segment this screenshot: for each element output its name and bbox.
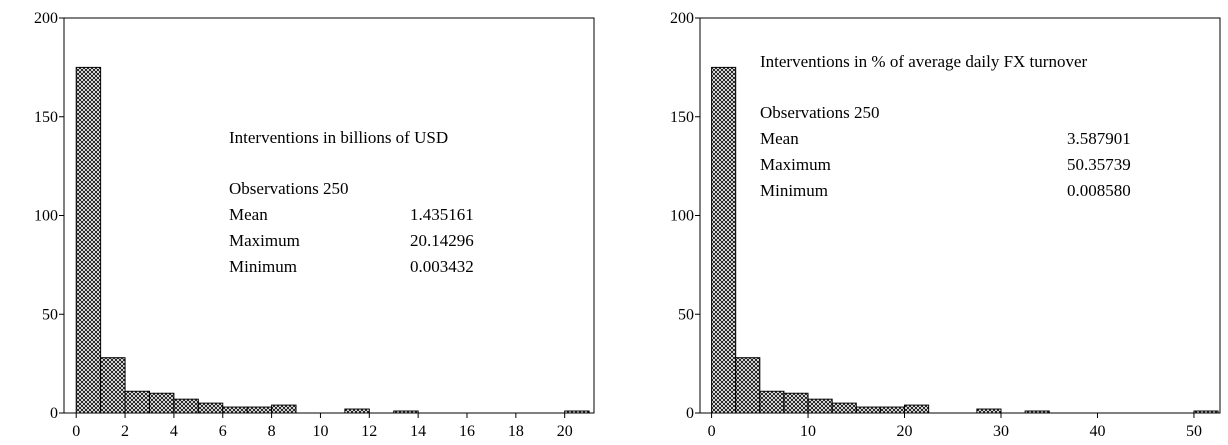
- histogram-bar: [783, 392, 809, 414]
- histogram-bar: [271, 404, 297, 414]
- histogram-bar: [855, 406, 881, 414]
- histogram-bar: [148, 392, 175, 414]
- x-tick-label: 2: [121, 423, 129, 440]
- annotation-heading: Interventions in billions of USD: [229, 128, 448, 147]
- histogram-bar: [976, 408, 1002, 414]
- x-tick-label: 0: [72, 423, 80, 440]
- y-tick-label: 0: [686, 405, 694, 422]
- histogram-bar: [124, 390, 150, 414]
- stat-mean-label: Mean: [760, 129, 799, 148]
- x-tick-label: 50: [1186, 423, 1202, 440]
- y-axis: 0 50 100 150 200: [670, 10, 700, 422]
- x-tick-label: 10: [312, 423, 328, 440]
- histogram-bar: [100, 357, 126, 414]
- histogram-bar: [564, 410, 590, 414]
- x-tick-label: 8: [268, 423, 276, 440]
- x-tick-label: 14: [410, 423, 426, 440]
- histogram-bars: [75, 66, 590, 414]
- stats-annotation: Interventions in billions of USD Observa…: [229, 128, 474, 276]
- stat-mean-value: 3.587901: [1067, 129, 1131, 148]
- histogram-bar: [246, 406, 273, 414]
- histogram-bar: [735, 357, 761, 414]
- y-tick-label: 200: [34, 10, 58, 27]
- annotation-heading: Interventions in % of average daily FX t…: [760, 52, 1087, 71]
- histogram-bar: [807, 398, 833, 414]
- histogram-bars: [711, 66, 1219, 414]
- stat-maximum-value: 50.35739: [1067, 155, 1131, 174]
- plot-frame: [63, 17, 595, 414]
- y-tick-label: 200: [670, 10, 694, 27]
- y-tick-label: 100: [34, 208, 58, 225]
- histogram-bar: [831, 402, 857, 414]
- y-tick-label: 50: [678, 306, 694, 323]
- x-tick-label: 18: [508, 423, 524, 440]
- x-tick-label: 40: [1089, 423, 1105, 440]
- histogram-bar: [393, 410, 419, 414]
- x-axis: 0 10 20 30 40 50: [708, 413, 1202, 440]
- x-tick-label: 30: [993, 423, 1009, 440]
- histogram-bar: [711, 66, 737, 414]
- x-tick-label: 20: [897, 423, 913, 440]
- histogram-bar: [879, 406, 906, 414]
- plot-frame: [699, 17, 1221, 414]
- histogram-bar: [344, 408, 370, 414]
- histogram-bar: [904, 404, 930, 414]
- histogram-chart-usd: 0 50 100 150 200 0 2 4 6 8 10 12 14 16 18 20 Intervent…: [34, 10, 595, 440]
- x-tick-label: 16: [459, 423, 475, 440]
- x-tick-label: 4: [170, 423, 178, 440]
- stat-minimum-value: 0.003432: [410, 257, 474, 276]
- y-tick-label: 50: [42, 306, 58, 323]
- y-tick-label: 150: [34, 109, 58, 126]
- stat-minimum-label: Minimum: [229, 257, 297, 276]
- stat-maximum-label: Maximum: [229, 231, 300, 250]
- y-tick-label: 100: [670, 208, 694, 225]
- histogram-bar: [759, 390, 785, 414]
- y-tick-label: 0: [50, 405, 58, 422]
- histogram-bar: [222, 406, 248, 414]
- stat-minimum-value: 0.008580: [1067, 181, 1131, 200]
- stat-mean-value: 1.435161: [410, 205, 474, 224]
- histogram-bar: [1193, 410, 1219, 414]
- stat-maximum-label: Maximum: [760, 155, 831, 174]
- annotation-observations: Observations 250: [229, 179, 348, 198]
- histogram-bar: [75, 66, 102, 414]
- y-axis: 0 50 100 150 200: [34, 10, 64, 422]
- stat-mean-label: Mean: [229, 205, 268, 224]
- stats-annotation: Interventions in % of average daily FX t…: [760, 52, 1131, 200]
- y-tick-label: 150: [670, 109, 694, 126]
- x-tick-label: 10: [800, 423, 816, 440]
- x-tick-label: 0: [708, 423, 716, 440]
- x-tick-label: 6: [219, 423, 227, 440]
- histogram-bar: [197, 402, 224, 414]
- x-tick-label: 20: [557, 423, 573, 440]
- x-axis: 0 2 4 6 8 10 12 14 16 18 20: [72, 413, 573, 440]
- annotation-observations: Observations 250: [760, 103, 879, 122]
- stat-maximum-value: 20.14296: [410, 231, 474, 250]
- x-tick-label: 12: [361, 423, 377, 440]
- histogram-bar: [173, 398, 199, 414]
- histogram-bar: [1024, 410, 1050, 414]
- stat-minimum-label: Minimum: [760, 181, 828, 200]
- histogram-chart-pct-turnover: 0 50 100 150 200 0 10 20 30 40 50 Interventions i…: [670, 10, 1221, 440]
